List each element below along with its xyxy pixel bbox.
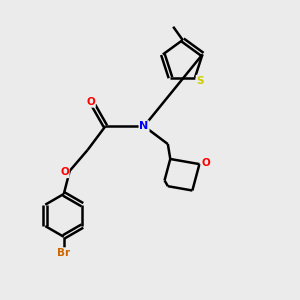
- Text: O: O: [86, 97, 95, 107]
- Text: S: S: [196, 76, 204, 85]
- Text: O: O: [60, 167, 69, 177]
- Text: Br: Br: [57, 248, 70, 258]
- Text: O: O: [202, 158, 210, 168]
- Text: N: N: [140, 121, 149, 131]
